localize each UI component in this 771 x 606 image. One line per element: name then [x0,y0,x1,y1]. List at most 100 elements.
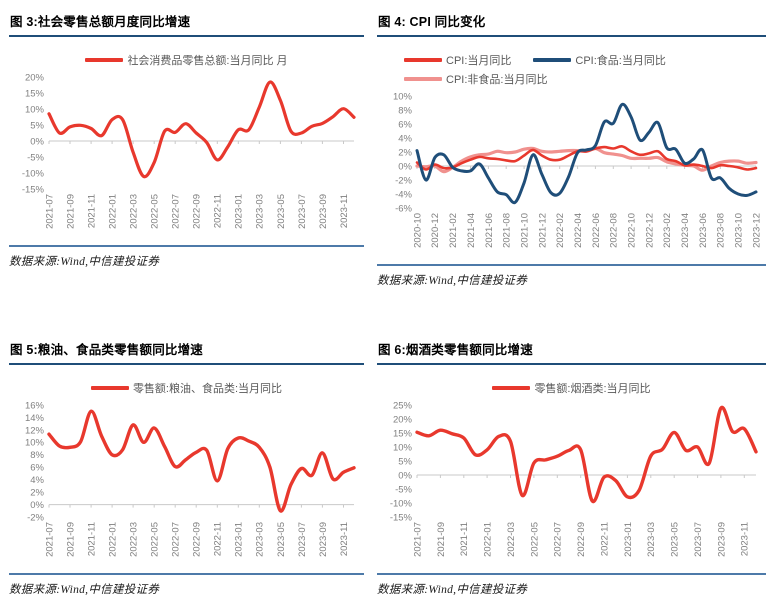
svg-text:2021-10: 2021-10 [520,213,531,248]
source-rule [9,573,364,575]
svg-text:-5%: -5% [27,152,44,163]
svg-text:5%: 5% [30,120,44,131]
title-rule [377,35,766,37]
chart-legend: 零售额:粮油、食品类:当月同比 [9,380,364,396]
svg-text:-2%: -2% [27,512,44,523]
line-chart-cpi: 10% 8% 6% 4% 2% 0% -2% -4% -6% 2020-10 2020-12 2021… [377,89,766,260]
source-rule [377,264,766,266]
svg-text:2021-11: 2021-11 [87,522,98,556]
chart-legend: CPI:当月同比 CPI:食品:当月同比 CPI:非食品:当月同比 [404,52,739,87]
svg-text:2023-05: 2023-05 [276,522,287,557]
figure-title: 图 5:粮油、食品类零售额同比增速 [10,343,203,357]
chart-svg: 25% 20% 15% 10% 5% 0% -5% -10% -15%2021-07 2021-0… [390,400,758,557]
svg-text:12%: 12% [25,425,45,436]
legend-line-swatch [533,58,572,62]
figure-3-retail-total: 图 3:社会零售总额月度同比增速 社会消费品零售总额:当月同比 月 20% 15%… [9,8,364,288]
svg-text:2023-07: 2023-07 [297,194,308,229]
svg-text:8%: 8% [30,450,44,461]
svg-text:2%: 2% [30,488,44,499]
svg-text:25%: 25% [393,400,413,411]
svg-text:-5%: -5% [395,484,412,495]
svg-text:2021-09: 2021-09 [65,194,76,229]
source-note: 数据来源:Wind,中信建投证券 [377,275,528,287]
legend-line-swatch [85,58,124,62]
svg-text:2022-04: 2022-04 [573,213,584,248]
svg-text:2022-08: 2022-08 [609,213,620,248]
svg-text:2021-08: 2021-08 [502,213,513,248]
svg-text:2022-01: 2022-01 [483,522,494,557]
svg-text:-10%: -10% [22,168,45,179]
svg-text:2023-09: 2023-09 [716,522,727,557]
legend-label: CPI:非食品:当月同比 [446,74,548,86]
svg-text:2022-02: 2022-02 [555,213,566,248]
svg-text:2022-01: 2022-01 [108,194,119,229]
svg-text:2023-11: 2023-11 [339,522,350,556]
svg-text:10%: 10% [25,104,45,115]
line-chart-tobacco-alcohol: 25% 20% 15% 10% 5% 0% -5% -10% -15% 2021-07 2021-0… [377,398,766,569]
series-line-0 [47,80,356,179]
title-rule [377,363,766,365]
svg-text:2023-12: 2023-12 [751,213,762,248]
legend-label: CPI:当月同比 [446,55,512,67]
svg-text:14%: 14% [25,413,45,424]
title-rule [9,35,364,37]
svg-text:15%: 15% [393,428,413,439]
svg-text:2021-04: 2021-04 [466,213,477,248]
svg-text:2023-08: 2023-08 [716,213,727,248]
svg-text:10%: 10% [393,91,413,102]
svg-text:2022-11: 2022-11 [213,522,224,556]
series-line-0 [47,409,356,513]
svg-text:2022-05: 2022-05 [150,522,161,557]
svg-text:2%: 2% [398,147,412,158]
svg-text:20%: 20% [393,414,413,425]
svg-text:2022-05: 2022-05 [150,194,161,229]
legend-line-swatch [404,58,442,62]
figure-title: 图 4: CPI 同比变化 [378,15,486,29]
legend-item: 零售额:粮油、食品类:当月同比 [90,380,282,396]
svg-text:2023-01: 2023-01 [623,522,634,557]
svg-text:-15%: -15% [22,184,45,195]
svg-text:2023-10: 2023-10 [734,213,745,248]
line-chart-retail-total: 20% 15% 10% 5% 0% -5% -10% -15% 2021-07 2021-09 20… [9,70,364,241]
svg-text:2023-03: 2023-03 [255,194,266,229]
chart-svg: 20% 15% 10% 5% 0% -5% -10% -15%2021-07 2021-09 20… [22,72,356,229]
source-note: 数据来源:Wind,中信建投证券 [9,256,160,268]
figure-title: 图 6:烟酒类零售额同比增速 [378,343,533,357]
svg-text:2023-07: 2023-07 [297,522,308,557]
svg-text:2022-10: 2022-10 [627,213,638,248]
svg-text:2023-06: 2023-06 [698,213,709,248]
svg-text:0%: 0% [30,500,44,511]
legend-line-swatch [492,386,531,390]
series-line-1 [415,102,758,205]
svg-text:2021-09: 2021-09 [436,522,447,557]
svg-text:-6%: -6% [395,203,412,214]
svg-text:2023-01: 2023-01 [234,522,245,557]
svg-text:2023-01: 2023-01 [234,194,245,229]
source-note: 数据来源:Wind,中信建投证券 [9,584,160,596]
svg-text:2022-05: 2022-05 [529,522,540,557]
legend-item: CPI:当月同比 [404,52,511,68]
svg-text:-15%: -15% [390,512,413,523]
svg-text:2021-09: 2021-09 [65,522,76,557]
chart-legend: 社会消费品零售总额:当月同比 月 [9,52,364,68]
svg-text:2022-09: 2022-09 [192,522,203,557]
svg-text:2022-03: 2022-03 [129,522,140,557]
svg-text:2023-05: 2023-05 [670,522,681,557]
svg-text:10%: 10% [25,438,45,449]
svg-text:4%: 4% [30,475,44,486]
svg-text:2022-09: 2022-09 [576,522,587,557]
svg-text:0%: 0% [398,470,412,481]
figures-row-top: 图 3:社会零售总额月度同比增速 社会消费品零售总额:当月同比 月 20% 15%… [9,8,766,288]
svg-text:2021-12: 2021-12 [537,213,548,248]
svg-text:2023-03: 2023-03 [255,522,266,557]
svg-text:2022-01: 2022-01 [108,522,119,557]
series-line-0 [415,405,758,504]
figure-6-tobacco-alcohol-retail: 图 6:烟酒类零售额同比增速 零售额:烟酒类:当月同比 25% 20% 15% 10%… [377,336,766,597]
svg-text:2023-02: 2023-02 [662,213,673,248]
legend-line-swatch [90,386,129,390]
svg-text:2023-03: 2023-03 [646,522,657,557]
svg-text:2022-09: 2022-09 [192,194,203,229]
legend-item: 零售额:烟酒类:当月同比 [492,380,651,396]
figure-5-grain-food-retail: 图 5:粮油、食品类零售额同比增速 零售额:粮油、食品类:当月同比 16% 14%… [9,336,364,597]
svg-text:20%: 20% [25,72,45,83]
